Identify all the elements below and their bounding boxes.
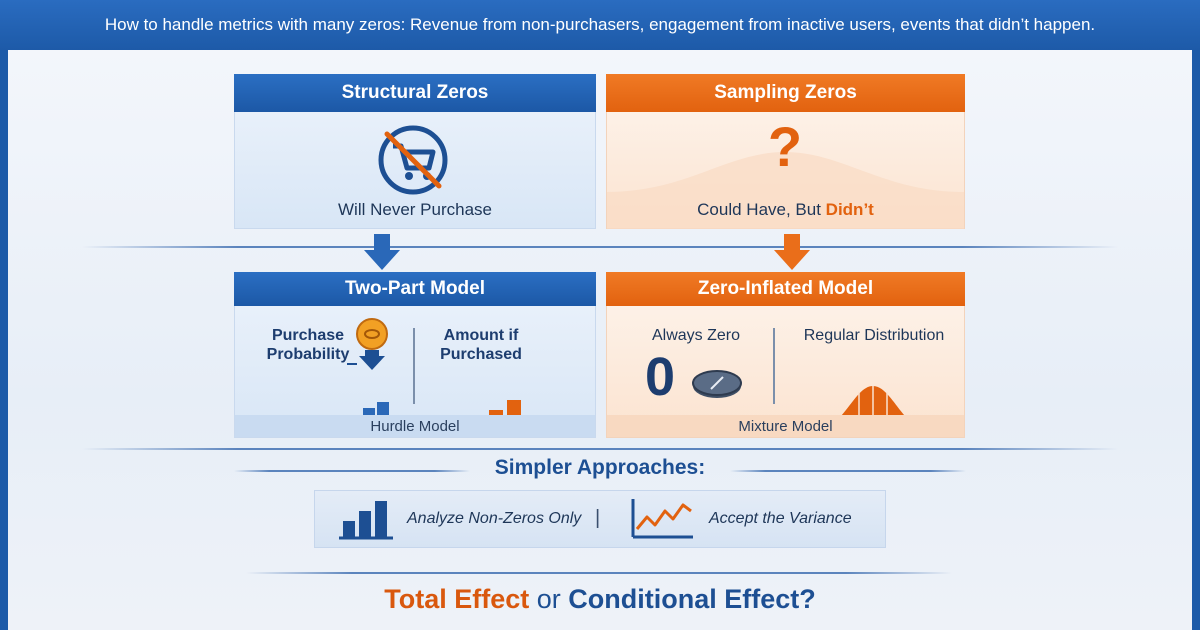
coin-arrow-icon [347,318,388,370]
zero-inflated-model-card: Zero-Inflated Model Always Zero 0 Regula… [606,272,965,438]
structural-zeros-card: Structural Zeros Will Never Purchase [234,74,596,229]
amount-if-purchased-label: Amount if Purchased [440,327,522,363]
structural-zeros-title: Structural Zeros [234,74,596,112]
effect-question: Total Effect or Conditional Effect? [384,584,816,614]
purchase-probability-label: Purchase Probability [266,327,350,363]
bar-chart-icon [339,501,393,540]
simpler-approaches-box: Analyze Non-Zeros Only | Accept the Vari… [314,490,886,548]
simpler-rule-right [730,470,966,472]
accept-variance-label: Accept the Variance [709,510,852,527]
hurdle-model-label: Hurdle Model [235,415,595,437]
down-arrow-blue-icon [364,234,400,270]
zero-inflated-model-title: Zero-Inflated Model [606,272,965,306]
sampling-zeros-caption: Could Have, But Didn’t [697,200,874,219]
no-cart-icon [378,125,448,195]
zero-glyph: 0 [645,347,676,407]
structural-zeros-caption: Will Never Purchase [338,200,492,219]
mixture-model-label: Mixture Model [607,415,964,437]
divider-line [82,246,1118,248]
divider-line [82,448,1118,450]
always-zero-label: Always Zero [651,327,741,344]
header-subtitle: How to handle metrics with many zeros: R… [104,15,1096,34]
sampling-zeros-title: Sampling Zeros [606,74,965,112]
zero-coin-icon [692,370,742,398]
wave-background [607,152,964,229]
two-part-model-title: Two-Part Model [234,272,596,306]
model-separator [413,328,415,404]
question-mark-icon: ? [767,115,803,178]
divider-line [246,572,952,574]
analyze-non-zeros-label: Analyze Non-Zeros Only [407,510,582,527]
regular-distribution-label: Regular Distribution [803,327,945,344]
line-chart-icon [631,499,693,539]
simpler-approaches-title: Simpler Approaches: [494,456,706,479]
simpler-rule-left [234,470,470,472]
two-part-model-card: Two-Part Model Purchase Probability Amou… [234,272,596,438]
approach-separator: | [595,507,601,529]
down-arrow-orange-icon [774,234,810,270]
sampling-zeros-card: Sampling Zeros ? Could Have, But Didn’t [606,74,965,229]
header-banner: How to handle metrics with many zeros: R… [0,0,1200,50]
model-separator [773,328,775,404]
